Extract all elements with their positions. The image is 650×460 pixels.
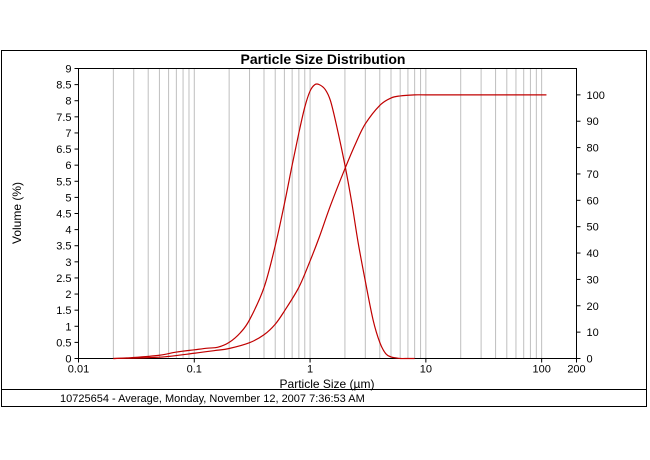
y-tick-label: 0: [65, 354, 71, 366]
outer-frame: [1, 50, 647, 390]
y2-tick-label: 0: [587, 354, 593, 366]
y-tick-label: 6: [65, 160, 71, 172]
y-tick-label: 4.5: [56, 209, 71, 221]
y-tick-label: 4: [65, 225, 71, 237]
y-tick-label: 2.5: [56, 273, 71, 285]
y-tick-label: 8: [65, 96, 71, 108]
x-tick-label: 1: [307, 364, 313, 376]
y-tick-label: 1.5: [56, 305, 71, 317]
y-tick-label: 3: [65, 257, 71, 269]
y-tick-label: 9: [65, 64, 71, 76]
y-tick-label: 2: [65, 289, 71, 301]
y2-tick-label: 10: [587, 327, 599, 339]
y2-tick-label: 30: [587, 274, 599, 286]
y2-tick-label: 90: [587, 116, 599, 128]
x-tick-label: 0.1: [187, 364, 202, 376]
x-axis-label: Particle Size (µm): [280, 377, 375, 391]
y-tick-label: 6.5: [56, 144, 71, 156]
y-tick-label: 7: [65, 128, 71, 140]
ticks: 0.01 0.1 1 10 100 20000.511.522.533.544.555.5…: [56, 64, 605, 376]
y2-tick-label: 40: [587, 248, 599, 260]
volume-density-line: [113, 83, 415, 360]
chart-title: Particle Size Distribution: [241, 51, 406, 67]
y2-tick-label: 20: [587, 301, 599, 313]
series-group: [113, 83, 547, 360]
footer-frame: [1, 389, 647, 407]
y2-tick-label: 50: [587, 222, 599, 234]
cumulative-volume-line: [113, 94, 547, 360]
y-tick-label: 5: [65, 192, 71, 204]
y2-tick-label: 60: [587, 195, 599, 207]
footer-text: 10725654 - Average, Monday, November 12,…: [60, 393, 365, 405]
y-tick-label: 0.5: [56, 337, 71, 349]
grid: [112, 68, 577, 359]
y2-tick-label: 70: [587, 169, 599, 181]
y2-tick-label: 80: [587, 143, 599, 155]
y-tick-label: 1: [65, 321, 71, 333]
y-axis-label: Volume (%): [10, 182, 24, 244]
x-tick-label: 200: [567, 364, 585, 376]
y-tick-label: 5.5: [56, 176, 71, 188]
x-tick-label: 10: [420, 364, 432, 376]
y-tick-label: 8.5: [56, 80, 71, 92]
x-tick-label: 100: [532, 364, 550, 376]
y-tick-label: 3.5: [56, 241, 71, 253]
y-tick-label: 7.5: [56, 112, 71, 124]
x-tick-label: 0.01: [68, 364, 89, 376]
y2-tick-label: 100: [587, 90, 605, 102]
